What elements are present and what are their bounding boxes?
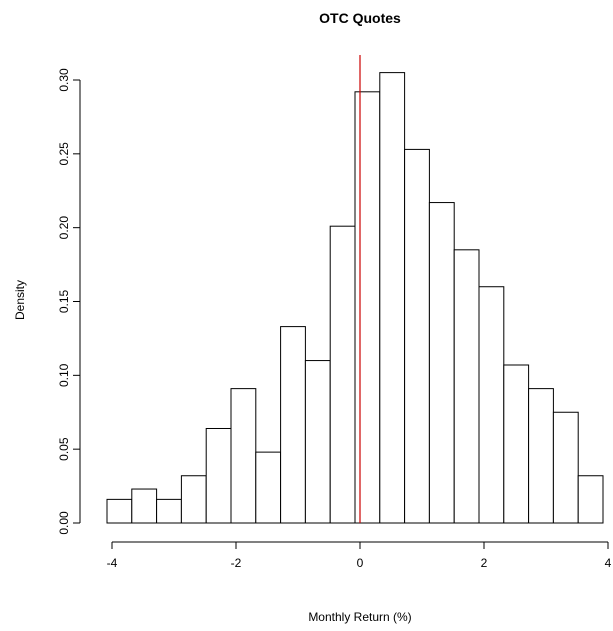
histogram-bar [503,364,530,524]
histogram-bar [156,498,182,524]
histogram-bar [354,91,381,524]
histogram-bar [180,475,207,524]
x-tick-label: 2 [481,556,488,570]
x-axis-label: Monthly Return (%) [308,610,411,624]
histogram-bar [255,451,282,524]
y-tick-label: 0.30 [57,68,71,92]
histogram-bar [131,488,158,524]
y-axis-label: Density [13,280,27,320]
histogram-bar [453,249,480,524]
histogram-bar [379,72,406,524]
x-axis: -4 -2 0 2 4 [107,541,612,570]
x-tick-label: -4 [107,556,118,570]
chart-title: OTC Quotes [319,10,401,26]
histogram-bar [404,148,430,524]
histogram-bar [205,427,232,524]
y-tick-label: 0.20 [57,216,71,240]
histogram-bar [428,202,455,524]
x-tick-label: 0 [357,556,364,570]
x-tick-label: 4 [605,556,612,570]
histogram-bar [304,360,331,524]
y-tick-label: 0.15 [57,289,71,313]
histogram-bar [230,388,257,524]
x-tick-label: -2 [231,556,242,570]
bars-group [106,72,604,524]
histogram-bar [577,475,604,524]
y-tick-label: 0.10 [57,363,71,387]
histogram-bar [106,498,133,524]
histogram-bar [329,225,356,524]
histogram-bar [478,286,505,524]
y-tick-label: 0.05 [57,437,71,461]
histogram-bar [552,411,579,524]
y-axis: 0.00 0.05 0.10 0.15 0.20 0.25 0.30 [57,68,81,535]
histogram-bar [528,388,554,524]
y-tick-label: 0.00 [57,511,71,535]
y-tick-label: 0.25 [57,142,71,166]
histogram-bar [280,326,306,524]
